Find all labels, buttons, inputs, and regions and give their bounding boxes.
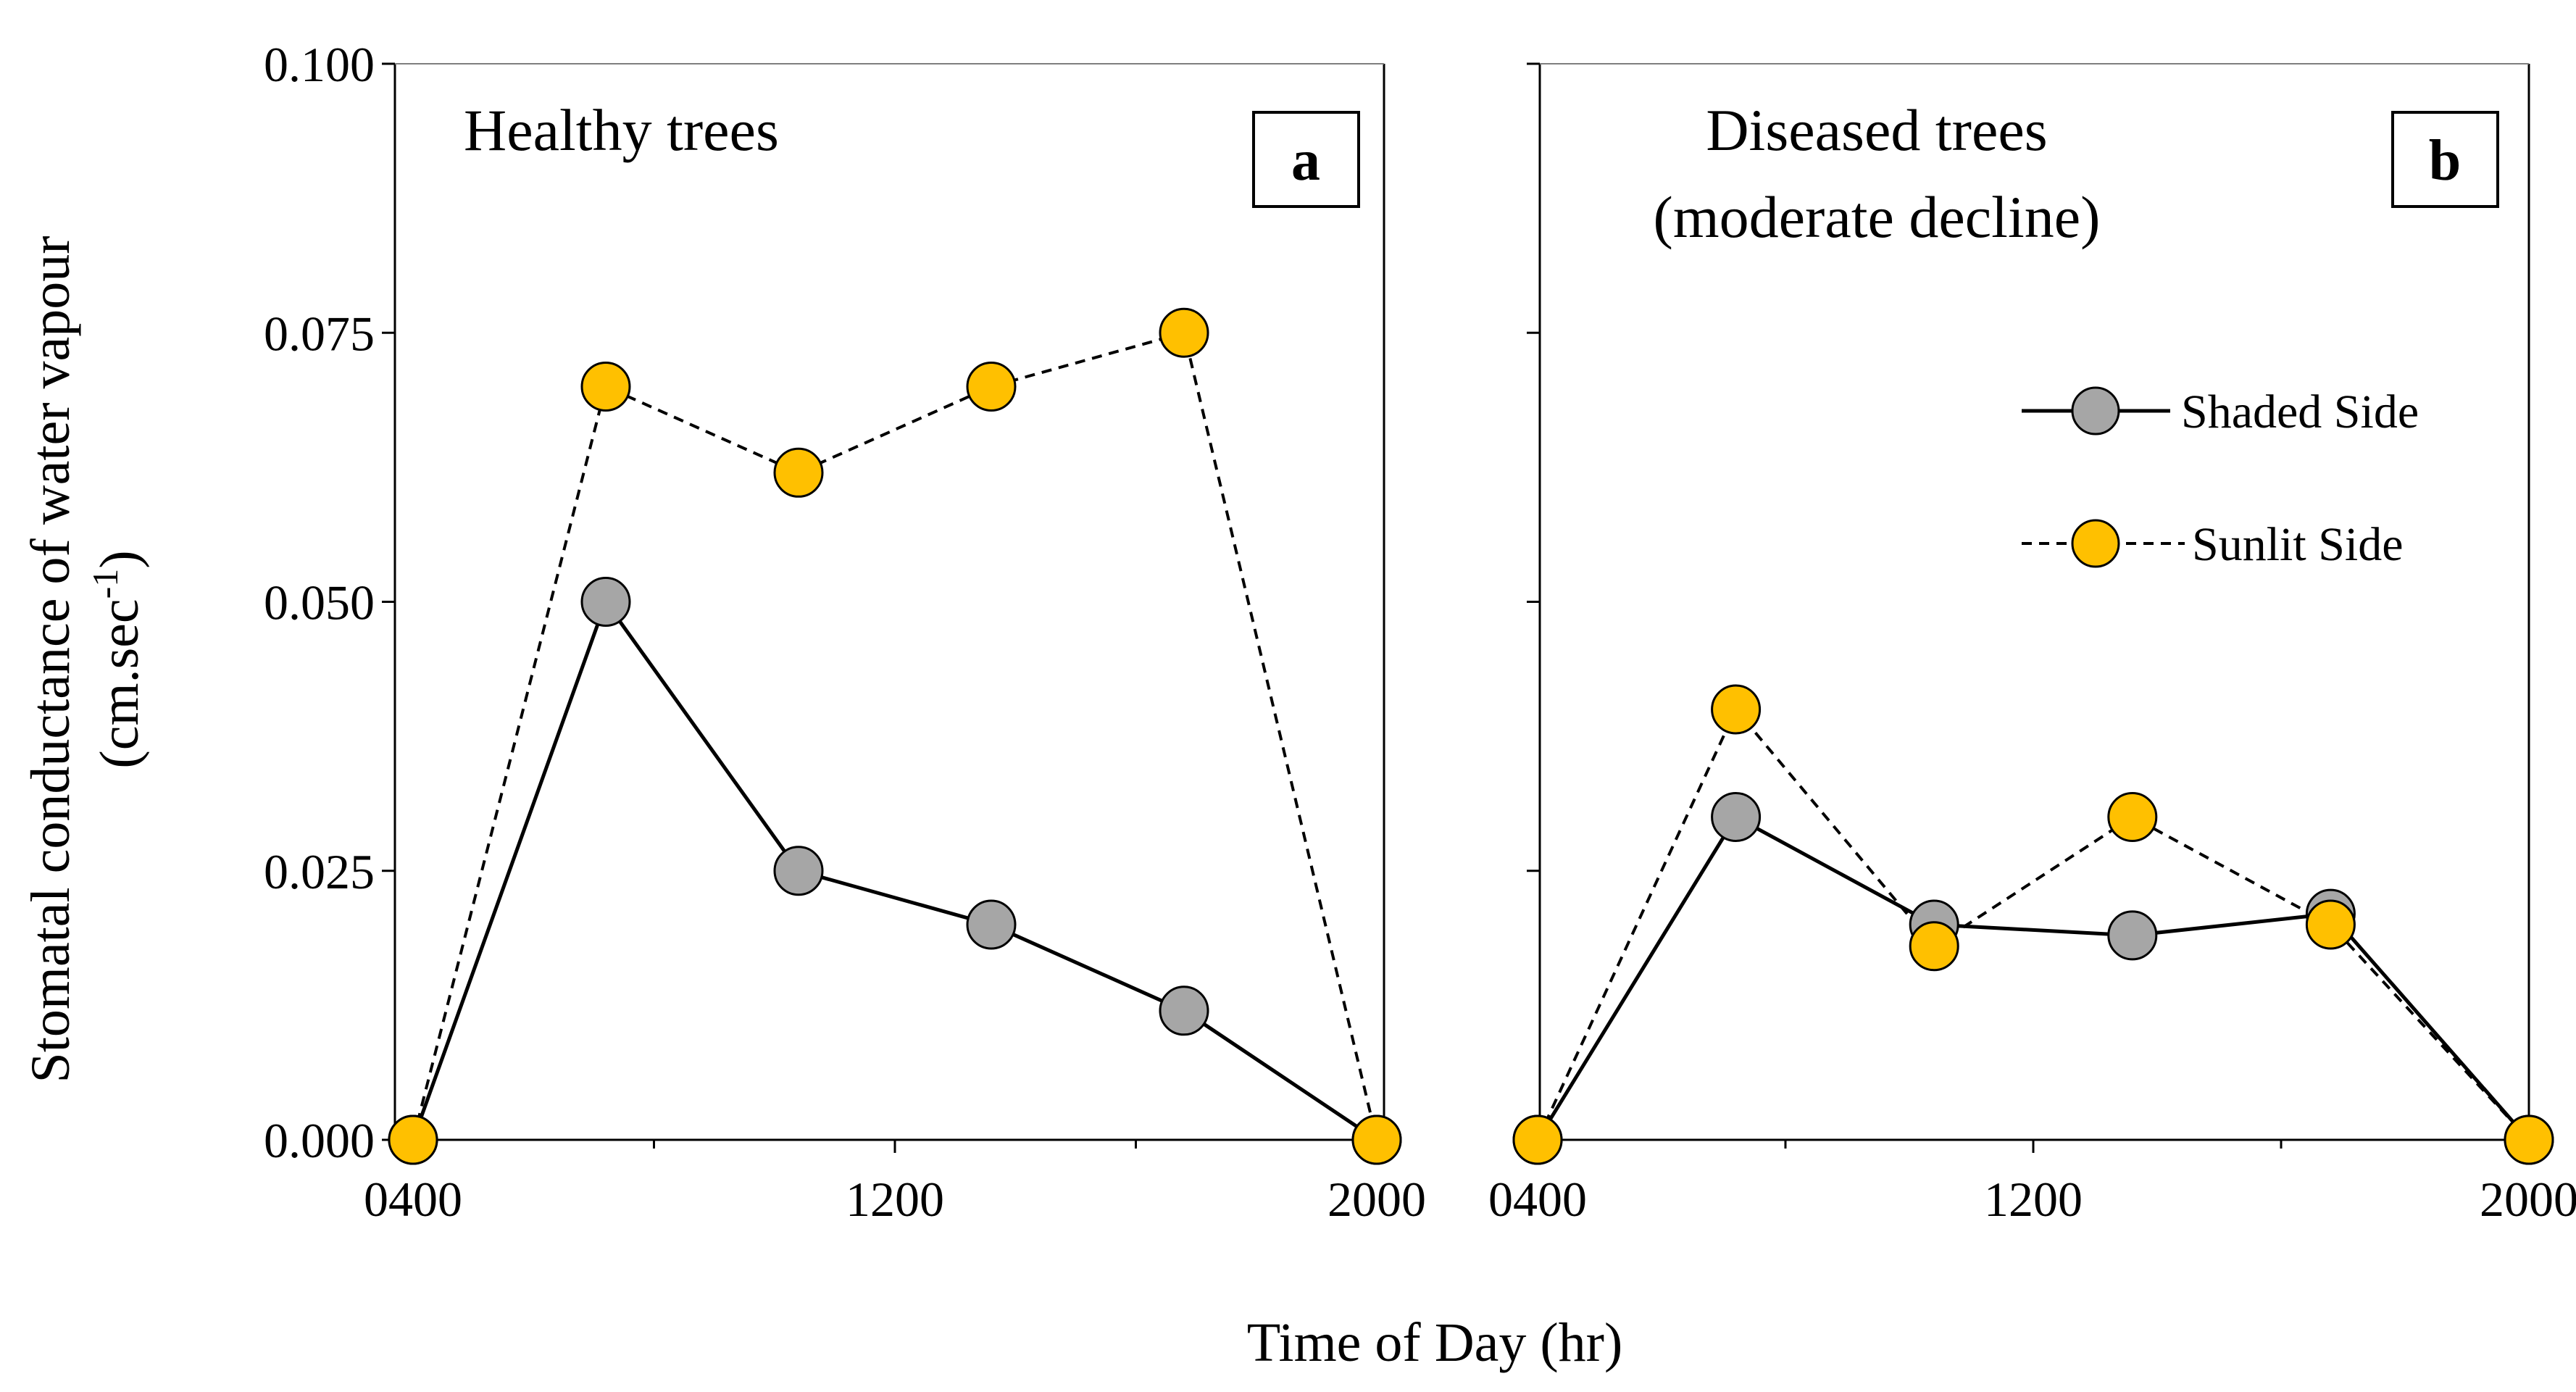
- panel-a-badge-box: [1252, 111, 1360, 208]
- panel-a-y-ticks: 0.000 0.025 0.050 0.075 0.100: [264, 37, 395, 1168]
- panel-a-sunlit-point: [580, 362, 631, 412]
- panel-a-sunlit-point: [388, 1114, 438, 1165]
- panel-b-y-ticks: [1527, 62, 1540, 1141]
- panel-a-shaded-point: [1159, 985, 1209, 1036]
- panel-b-sunlit-point: [2107, 792, 2158, 842]
- y-tick-label: 0.075: [264, 306, 375, 361]
- x-tick-label: 2000: [2480, 1172, 2576, 1227]
- legend-shaded-marker: [2071, 386, 2120, 435]
- panel-a-shaded-line: [411, 598, 1378, 1142]
- x-tick-label: 1200: [846, 1172, 944, 1227]
- y-axis-title-line2: (cm.sec-1): [85, 550, 150, 768]
- x-tick-label: 2000: [1327, 1172, 1426, 1227]
- panel-b-sunlit-point: [1711, 684, 1762, 735]
- panel-a-sunlit-point: [1159, 307, 1209, 358]
- legend: Shaded Side Sunlit Side: [2022, 385, 2419, 571]
- y-axis-title: Stomatal conductance of water vapour: [20, 236, 81, 1083]
- y-tick-label: 0.000: [264, 1113, 375, 1168]
- panel-a: 0.000 0.025 0.050 0.075 0.100 0400 1200 2000 H…: [264, 37, 1426, 1227]
- panel-b-x-ticks: 0400 1200 2000: [1488, 1140, 2576, 1227]
- panel-b-shaded-point: [1711, 792, 1762, 842]
- legend-sunlit-label: Sunlit Side: [2192, 518, 2404, 571]
- panel-b-shaded-line: [1535, 814, 2530, 1141]
- panel-a-frame: [393, 64, 1385, 1141]
- panel-b-series: [1512, 684, 2554, 1165]
- panel-a-sunlit-line: [412, 330, 1378, 1141]
- y-axis-unit-superscript: -1: [85, 569, 125, 599]
- y-axis-subtitle: (cm.sec-1): [85, 550, 150, 768]
- panel-b-sunlit-line: [1536, 707, 2530, 1141]
- panel-b: 0400 1200 2000 Diseased trees (moderate de…: [1488, 62, 2576, 1227]
- x-tick-label: 0400: [364, 1172, 462, 1227]
- y-tick-label: 0.100: [264, 37, 375, 92]
- y-tick-label: 0.050: [264, 575, 375, 630]
- panel-a-sunlit-point: [773, 447, 824, 498]
- y-axis-unit-suffix: ): [89, 550, 150, 568]
- panel-b-sunlit-point: [1909, 921, 1959, 972]
- panel-b-sunlit-point: [2504, 1114, 2554, 1165]
- panel-b-badge: b: [2429, 129, 2462, 193]
- panel-a-x-ticks: 0400 1200 2000: [364, 1140, 1426, 1227]
- legend-sunlit-marker: [2071, 519, 2120, 568]
- panel-b-badge-box: [2391, 111, 2499, 208]
- panel-a-sunlit-point: [1351, 1114, 1402, 1165]
- panel-b-sunlit-point: [1512, 1114, 1563, 1165]
- y-axis-unit-prefix: (cm.sec: [89, 599, 150, 768]
- panel-a-sunlit-point: [966, 362, 1017, 412]
- x-tick-label: 0400: [1488, 1172, 1587, 1227]
- y-tick-label: 0.025: [264, 844, 375, 899]
- x-axis-title: Time of Day (hr): [1247, 1312, 1623, 1373]
- x-tick-label: 1200: [1984, 1172, 2083, 1227]
- panel-b-shaded-point: [2107, 910, 2158, 961]
- panel-b-sunlit-point: [2305, 899, 2356, 950]
- y-axis-title-line1: Stomatal conductance of water vapour: [20, 236, 81, 1083]
- panel-a-series: [388, 307, 1402, 1165]
- panel-b-title-line2: (moderate decline): [1654, 184, 2101, 250]
- legend-shaded-label: Shaded Side: [2181, 385, 2419, 438]
- panel-b-title-line1: Diseased trees: [1706, 97, 2047, 163]
- panel-a-title: Healthy trees: [464, 97, 779, 163]
- panel-a-shaded-point: [773, 846, 824, 896]
- panel-a-badge: a: [1291, 129, 1320, 193]
- panel-a-shaded-point: [580, 577, 631, 627]
- panel-a-shaded-point: [966, 899, 1017, 950]
